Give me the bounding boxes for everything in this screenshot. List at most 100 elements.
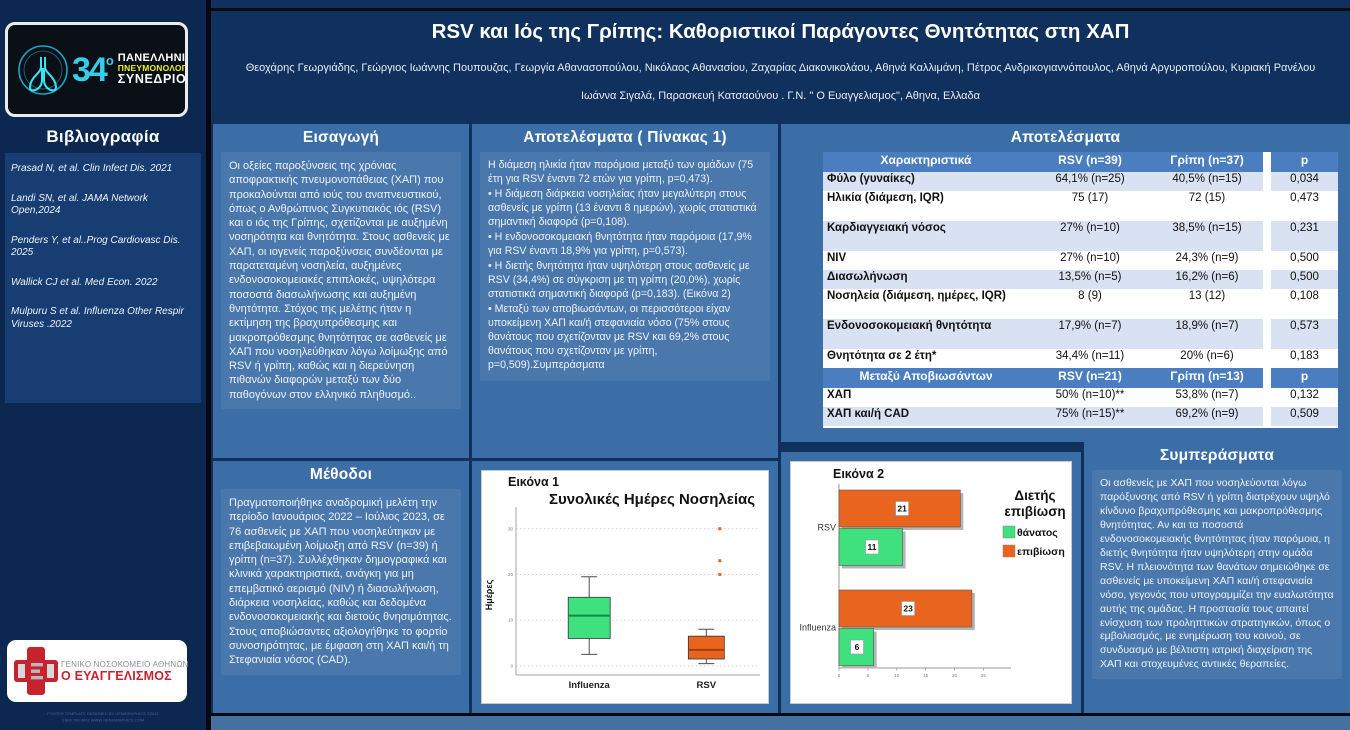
- svg-text:10: 10: [508, 618, 514, 623]
- table-cell: 0,473: [1271, 191, 1338, 221]
- svg-text:Influenza: Influenza: [799, 623, 836, 633]
- table-cell: 0,183: [1271, 349, 1338, 368]
- svg-text:30: 30: [508, 526, 514, 531]
- table-cell: 38,5% (n=15): [1151, 221, 1263, 251]
- table-cell: Μεταξύ Αποβιωσάντων: [823, 368, 1029, 388]
- svg-text:Ημέρες: Ημέρες: [484, 579, 494, 610]
- table-row: Νοσηλεία (διάμεση, ημέρες, IQR) 8 (9) 13 (…: [823, 289, 1338, 319]
- bibliography-item: Prasad N, et al. Clin Infect Dis. 2021: [11, 163, 173, 174]
- table-row: Καρδιαγγειακή νόσος 27% (n=10) 38,5% (n=15…: [823, 221, 1338, 251]
- table-cell: 0,500: [1271, 251, 1338, 270]
- table-gap-cell: [1263, 289, 1271, 319]
- svg-text:Influenza: Influenza: [569, 680, 611, 691]
- top-rule: [0, 8, 1350, 11]
- introduction-heading: Εισαγωγή: [302, 129, 380, 146]
- table-cell: Γρίπη (n=37): [1151, 152, 1263, 172]
- table-row: Διασωλήνωση 13,5% (n=5) 16,2% (n=6) 0,500: [823, 270, 1338, 289]
- table-row: Θνητότητα σε 2 έτη* 34,4% (n=11) 20% (n=6)…: [823, 349, 1338, 368]
- figure2-panel: Εικόνα 2 0 5 10 15 20 25 21 11 RSV 23 6 Influenza Διε…: [781, 452, 1081, 713]
- svg-text:20: 20: [952, 673, 958, 678]
- section-results-text: Αποτελέσματα ( Πίνακας 1) Η διάμεση ηλικ…: [472, 124, 778, 458]
- congress-logo: 34ο ΠΑΝΕΛΛΗΝΙΟ ΠΝΕΥΜΟΝΟΛΟΓΙΚΟ ΣΥΝΕΔΡΙΟ: [5, 22, 188, 117]
- methods-heading: Μέθοδοι: [309, 466, 373, 483]
- methods-body: Πραγματοποιήθηκε αναδρομική μελέτη την π…: [221, 489, 461, 675]
- table-cell: ΧΑΠ: [823, 388, 1029, 407]
- table-cell: 0,500: [1271, 270, 1338, 289]
- results-table: Χαρακτηριστικά RSV (n=39) Γρίπη (n=37) p Φύλ…: [823, 152, 1338, 428]
- table-cell: 16,2% (n=6): [1151, 270, 1263, 289]
- figure1-boxplot: Εικόνα 1 Συνολικές Ημέρες Νοσηλείας 0 10 20 3…: [481, 470, 769, 704]
- results-paragraph: • Η διετής θνητότητα ήταν υψηλότερη στου…: [488, 259, 750, 300]
- table-cell: Ενδονοσοκομειακή θνητότητα: [823, 319, 1029, 349]
- congress-line1: ΠΑΝΕΛΛΗΝΙΟ: [117, 51, 188, 64]
- table-cell: Γρίπη (n=13): [1151, 368, 1263, 388]
- hospital-line1: ΓΕΝΙΚΟ ΝΟΣΟΚΟΜΕΙΟ ΑΘΗΝΩΝ: [61, 659, 189, 669]
- figure1-panel: Εικόνα 1 Συνολικές Ημέρες Νοσηλείας 0 10 20 3…: [472, 461, 778, 713]
- svg-text:Συνολικές Ημέρες Νοσηλείας: Συνολικές Ημέρες Νοσηλείας: [549, 491, 755, 508]
- table-row: Φύλο (γυναίκες) 64,1% (n=25) 40,5% (n=15) 0…: [823, 172, 1338, 191]
- table-gap-cell: [1263, 191, 1271, 221]
- table-row: ΧΑΠ 50% (n=10)** 53,8% (n=7) 0,132: [823, 388, 1338, 407]
- results-paragraph: • Η διάμεση διάρκεια νοσηλείας ήταν μεγα…: [488, 187, 757, 228]
- bibliography-item: Wallick CJ et al. Med Econ. 2022: [11, 276, 158, 288]
- table-cell: 0,108: [1271, 289, 1338, 319]
- table-cell: Χαρακτηριστικά: [823, 152, 1029, 172]
- svg-text:21: 21: [897, 504, 907, 514]
- table-cell: Θνητότητα σε 2 έτη*: [823, 349, 1029, 368]
- congress-line2: ΠΝΕΥΜΟΝΟΛΟΓΙΚΟ: [117, 63, 187, 74]
- congress-ordinal: ο: [105, 52, 114, 68]
- template-credit-line2: 1.800.790.4001 WWW.GENIGRAPHICS.COM: [61, 718, 145, 723]
- table-cell: 27% (n=10): [1029, 221, 1151, 251]
- table-cell: 20% (n=6): [1151, 349, 1263, 368]
- table-cell: Ηλικία (διάμεση, IQR): [823, 191, 1029, 221]
- table-row: Ενδονοσοκομειακή θνητότητα 17,9% (n=7) 18,…: [823, 319, 1338, 349]
- bibliography-item: Mulpuru S et al. Influenza Other Respir …: [11, 306, 184, 330]
- table-cell: Νοσηλεία (διάμεση, ημέρες, IQR): [823, 289, 1029, 319]
- header: RSV και Ιός της Γρίπης: Καθοριστικοί Παρ…: [211, 0, 1350, 122]
- table-cell: 50% (n=10)**: [1029, 388, 1151, 407]
- section-conclusions: Συμπεράσματα Οι ασθενείς με ΧΑΠ που νοση…: [1084, 442, 1350, 713]
- introduction-body: Οι οξείες παροξύνσεις της χρόνιας αποφρα…: [221, 152, 461, 410]
- hospital-logo: ΓΕΝΙΚΟ ΝΟΣΟΚΟΜΕΙΟ ΑΘΗΝΩΝ Ο ΕΥΑΓΓΕΛΙΣΜΟΣ: [7, 640, 189, 702]
- figure2-barchart: Εικόνα 2 0 5 10 15 20 25 21 11 RSV 23 6 Influenza Διε…: [790, 461, 1072, 704]
- table-cell: 53,8% (n=7): [1151, 388, 1263, 407]
- hospital-cross-icon: [13, 644, 59, 698]
- hospital-line2: Ο ΕΥΑΓΓΕΛΙΣΜΟΣ: [61, 668, 172, 683]
- table-gap-cell: [1263, 407, 1271, 426]
- congress-text: 34ο ΠΑΝΕΛΛΗΝΙΟ ΠΝΕΥΜΟΝΟΛΟΓΙΚΟ ΣΥΝΕΔΡΙΟ: [72, 51, 188, 87]
- table-row: ΧΑΠ και/ή CAD 75% (n=15)** 69,2% (n=9) 0,50…: [823, 407, 1338, 426]
- congress-line3: ΣΥΝΕΔΡΙΟ: [117, 72, 187, 87]
- results-text-body: Η διάμεση ηλικία ήταν παρόμοια μεταξύ τω…: [480, 152, 770, 381]
- table-cell: 17,9% (n=7): [1029, 319, 1151, 349]
- table-gap-cell: [1263, 319, 1271, 349]
- results-paragraph: • Μεταξύ των αποβιωσάντων, οι περισσότερ…: [488, 302, 731, 371]
- bottom-strip: [211, 716, 1350, 730]
- bibliography-item: Landi SN, et al. JAMA Network Open,2024: [11, 192, 148, 217]
- table-cell: 40,5% (n=15): [1151, 172, 1263, 191]
- authors-line2: Ιωάννα Σιγαλά, Παρασκευή Κατσαούνου . Γ.…: [580, 90, 981, 102]
- svg-text:23: 23: [903, 604, 913, 614]
- bibliography-heading: Βιβλιογραφία: [46, 127, 160, 146]
- table-cell: 0,231: [1271, 221, 1338, 251]
- table-cell: 34,4% (n=11): [1029, 349, 1151, 368]
- poster-title: RSV και Ιός της Γρίπης: Καθοριστικοί Παρ…: [431, 20, 1130, 43]
- svg-text:0: 0: [510, 663, 513, 668]
- table-gap-cell: [1263, 251, 1271, 270]
- results-paragraph: Η διάμεση ηλικία ήταν παρόμοια μεταξύ τω…: [488, 159, 754, 185]
- table-cell: 18,9% (n=7): [1151, 319, 1263, 349]
- table-cell: RSV (n=39): [1029, 152, 1151, 172]
- template-credit-line1: POSTER TEMPLATE DESIGNED BY GENIGRAPHICS…: [47, 712, 159, 717]
- bibliography-list: Prasad N, et al. Clin Infect Dis. 2021 La…: [5, 153, 201, 403]
- svg-text:25: 25: [981, 673, 987, 678]
- table-cell: NIV: [823, 251, 1029, 270]
- svg-text:Εικόνα 2: Εικόνα 2: [833, 467, 884, 481]
- table-cell: Διασωλήνωση: [823, 270, 1029, 289]
- bibliography-item: Penders Y, et al..Prog Cardiovasc Dis. 2…: [11, 234, 181, 259]
- svg-text:11: 11: [868, 542, 877, 552]
- table-cell: 0,509: [1271, 407, 1338, 426]
- table-cell: ΧΑΠ και/ή CAD: [823, 407, 1029, 426]
- vertical-divider: [206, 0, 211, 730]
- table-gap-cell: [1263, 368, 1271, 388]
- figure1-svg: Εικόνα 1 Συνολικές Ημέρες Νοσηλείας 0 10 20 3…: [484, 475, 760, 691]
- table-cell: Καρδιαγγειακή νόσος: [823, 221, 1029, 251]
